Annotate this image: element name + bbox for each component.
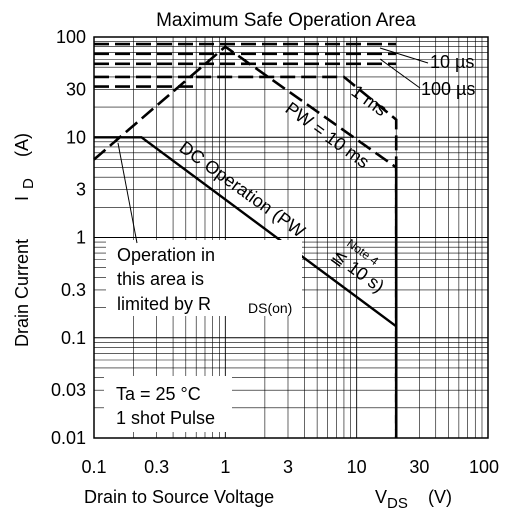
y-tick-label: 1 — [76, 228, 86, 248]
y-tick-label: 0.1 — [61, 328, 86, 348]
condition-box-bg — [104, 376, 232, 432]
condition-ta: Ta = 25 °C — [116, 384, 201, 404]
x-axis-title: Drain to Source Voltage V DS (V) — [84, 487, 452, 512]
label-100us: 100 µs — [421, 79, 475, 99]
y-tick-label: 100 — [56, 27, 86, 47]
leader-10us — [379, 47, 429, 64]
y-tick-label: 10 — [66, 127, 86, 147]
y-tick-label: 0.03 — [51, 380, 86, 400]
leader-100us — [379, 58, 421, 89]
label-1ms: 1 ms — [348, 81, 391, 120]
x-axis-symbol: V — [375, 487, 387, 507]
chart-title: Maximum Safe Operation Area — [156, 10, 416, 31]
y-tick-label: 0.01 — [51, 428, 86, 448]
x-tick-label: 30 — [409, 457, 429, 477]
x-axis-label: Drain to Source Voltage — [84, 487, 274, 507]
region-note-subscript: DS(on) — [248, 300, 292, 316]
condition-pulse: 1 shot Pulse — [116, 408, 215, 428]
region-note-bg — [106, 240, 302, 316]
region-note-pointer — [117, 142, 138, 244]
region-note-line-3: limited by R — [117, 294, 211, 314]
plot-grid — [94, 37, 488, 438]
series-line-1-ms — [196, 75, 398, 438]
y-axis-title: Drain Current I D (A) — [12, 133, 37, 347]
y-axis-unit: (A) — [12, 133, 32, 157]
x-tick-label: 10 — [347, 457, 367, 477]
annotations: 10 µs 100 µs 1 ms PW = 10 ms DC Operatio… — [116, 47, 475, 428]
x-axis-unit: (V) — [428, 487, 452, 507]
x-tick-labels: 0.1 0.3 1 3 10 30 100 — [81, 457, 499, 477]
y-tick-label: 30 — [66, 79, 86, 99]
y-tick-label: 0.3 — [61, 280, 86, 300]
y-axis-subscript: D — [20, 178, 37, 189]
series-line-pw-10-ms — [93, 45, 398, 438]
region-note-line-2: this area is — [117, 269, 204, 289]
y-tick-labels: 0.01 0.03 0.1 0.3 1 3 10 30 100 — [51, 27, 86, 448]
x-tick-label: 0.3 — [144, 457, 169, 477]
x-tick-label: 100 — [469, 457, 499, 477]
y-axis-label: Drain Current — [12, 239, 32, 347]
x-tick-label: 1 — [220, 457, 230, 477]
label-10us: 10 µs — [430, 52, 474, 72]
region-note-line-1: Operation in — [117, 245, 215, 265]
x-tick-label: 3 — [283, 457, 293, 477]
x-axis-subscript: DS — [387, 495, 408, 512]
y-axis-symbol: I — [12, 196, 32, 201]
plot-frame — [93, 36, 489, 439]
x-tick-label: 0.1 — [81, 457, 106, 477]
soa-curves — [93, 42, 398, 438]
y-tick-label: 3 — [76, 180, 86, 200]
